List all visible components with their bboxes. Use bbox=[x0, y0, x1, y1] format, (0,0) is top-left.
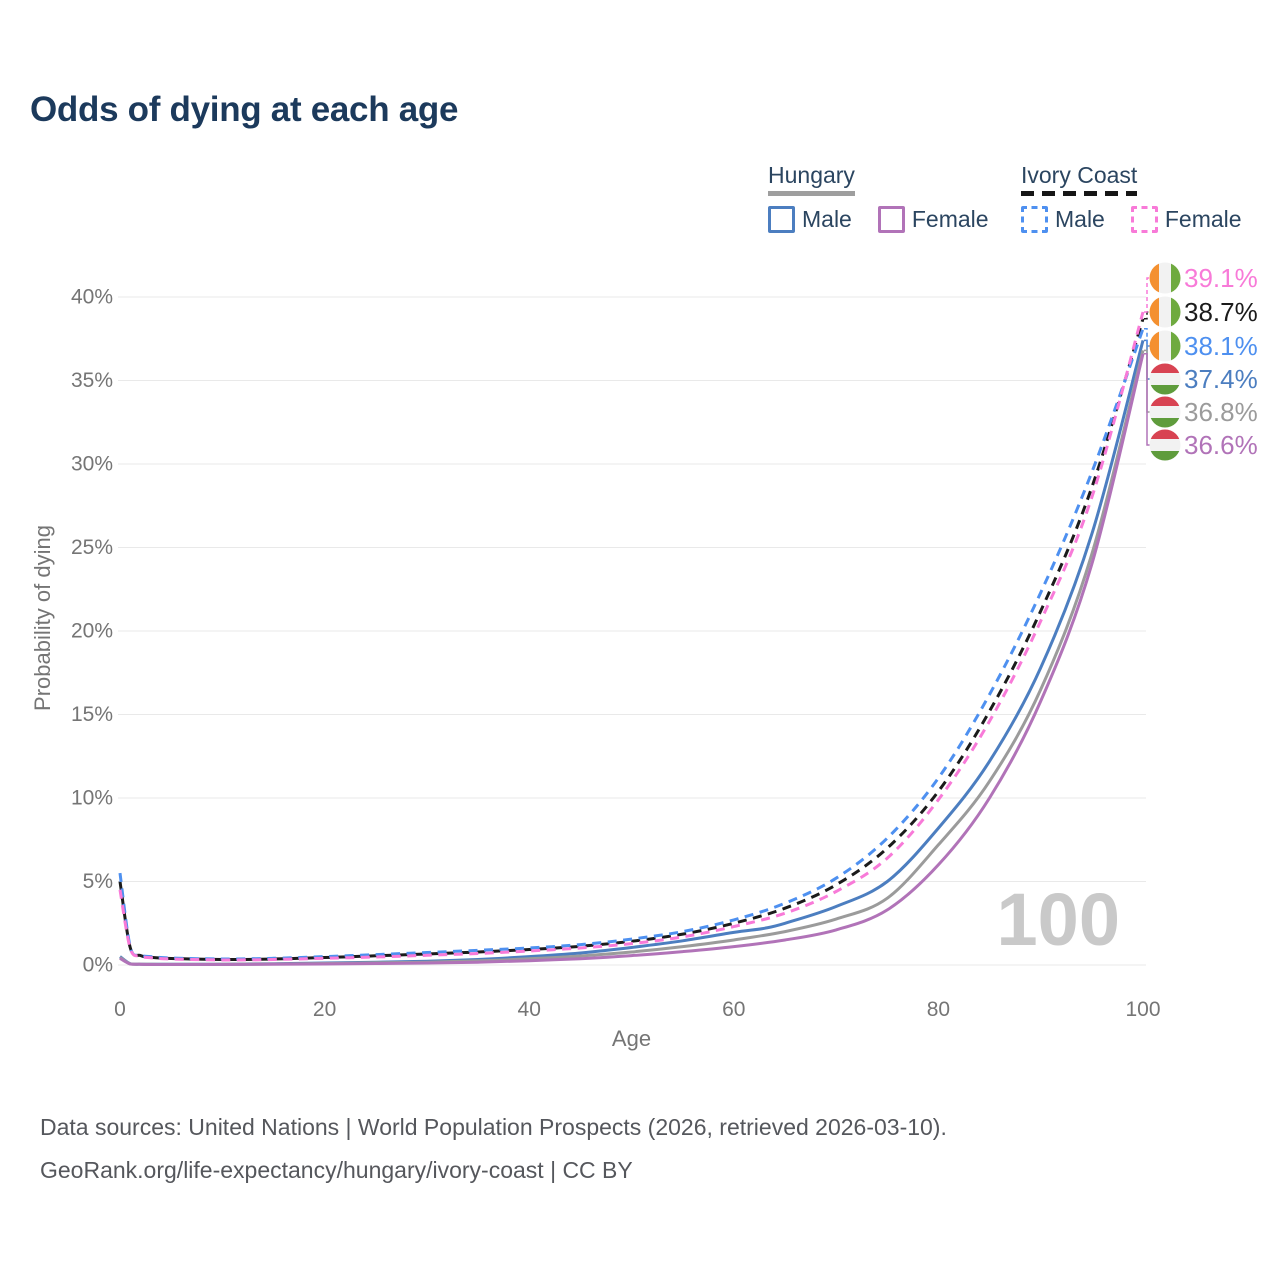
y-axis-title: Probability of dying bbox=[30, 525, 55, 711]
y-tick-label: 30% bbox=[71, 453, 113, 476]
x-tick-label: 0 bbox=[114, 998, 126, 1021]
end-value-label-ivory-coast-female: 39.1% bbox=[1184, 263, 1258, 293]
ivory-coast-flag-icon bbox=[1149, 330, 1181, 362]
leader-line-ivory-coast-female bbox=[1144, 277, 1151, 313]
leader-line-hungary-female bbox=[1144, 353, 1151, 446]
legend-item-ivory-coast-male[interactable]: Male bbox=[1021, 206, 1105, 233]
y-tick-label: 40% bbox=[71, 286, 113, 309]
footer: Data sources: United Nations | World Pop… bbox=[40, 1106, 947, 1192]
hungary-male-swatch bbox=[768, 206, 795, 233]
page-title: Odds of dying at each age bbox=[30, 90, 459, 129]
y-tick-label: 10% bbox=[71, 787, 113, 810]
ivory-coast-female-swatch bbox=[1130, 206, 1158, 233]
x-tick-label: 20 bbox=[313, 998, 336, 1021]
ivory-coast-line-style-sample bbox=[1021, 191, 1138, 196]
y-tick-label: 20% bbox=[71, 620, 113, 643]
hungary-flag-icon bbox=[1149, 396, 1181, 428]
x-tick-label: 40 bbox=[518, 998, 541, 1021]
legend-group-ivory-coast: Ivory Coast Male Female bbox=[1021, 162, 1268, 233]
legend-item-hungary-female[interactable]: Female bbox=[877, 206, 989, 233]
x-tick-label: 80 bbox=[927, 998, 950, 1021]
x-tick-label: 100 bbox=[1125, 998, 1160, 1021]
y-tick-label: 15% bbox=[71, 703, 113, 726]
legend-group-hungary: Hungary Male Female bbox=[768, 162, 1015, 233]
footer-data-sources: Data sources: United Nations | World Pop… bbox=[40, 1114, 947, 1140]
hungary-flag-icon bbox=[1149, 363, 1181, 395]
leader-line-ivory-coast-all bbox=[1144, 311, 1151, 320]
end-value-label-ivory-coast-all: 38.7% bbox=[1184, 297, 1258, 327]
hungary-female-swatch bbox=[877, 206, 905, 233]
line-hungary-female[interactable] bbox=[119, 353, 1145, 966]
line-hungary-male[interactable] bbox=[119, 340, 1145, 966]
leader-line-ivory-coast-male bbox=[1144, 327, 1151, 347]
ivory-coast-male-swatch bbox=[1021, 206, 1048, 233]
y-tick-label: 25% bbox=[71, 536, 113, 559]
legend-item-hungary-male[interactable]: Male bbox=[768, 206, 852, 233]
ivory-coast-flag-icon bbox=[1149, 262, 1181, 294]
hungary-flag-icon bbox=[1149, 429, 1181, 461]
line-ivory-coast-female[interactable] bbox=[118, 311, 1145, 962]
chart-plot-area[interactable]: 0% 5% 10% 15% 20% 25% 30% 35% 40% 0 20 40 60 80 100 Age… bbox=[0, 0, 1280, 1080]
hungary-line-style-sample bbox=[768, 191, 855, 196]
y-tick-label: 5% bbox=[83, 870, 113, 893]
y-tick-label: 35% bbox=[71, 369, 113, 392]
legend-item-ivory-coast-female[interactable]: Female bbox=[1130, 206, 1242, 233]
end-value-label-ivory-coast-male: 38.1% bbox=[1184, 331, 1258, 361]
y-tick-label: 0% bbox=[83, 954, 113, 977]
ivory-coast-flag-icon bbox=[1149, 296, 1181, 328]
end-value-label-hungary-male: 37.4% bbox=[1184, 364, 1258, 394]
line-ivory-coast-male[interactable] bbox=[118, 328, 1145, 961]
x-axis-title: Age bbox=[612, 1026, 651, 1051]
line-ivory-coast-all[interactable] bbox=[118, 318, 1145, 962]
legend-country-hungary[interactable]: Hungary bbox=[768, 162, 855, 196]
end-value-label-hungary-female: 36.6% bbox=[1184, 430, 1258, 460]
x-tick-label: 60 bbox=[722, 998, 745, 1021]
end-value-label-hungary-all: 36.8% bbox=[1184, 397, 1258, 427]
legend-country-ivory-coast[interactable]: Ivory Coast bbox=[1021, 162, 1138, 196]
footer-attribution: GeoRank.org/life-expectancy/hungary/ivor… bbox=[40, 1157, 633, 1183]
hover-age-watermark: 100 bbox=[997, 878, 1120, 961]
line-hungary-all[interactable] bbox=[119, 350, 1145, 966]
